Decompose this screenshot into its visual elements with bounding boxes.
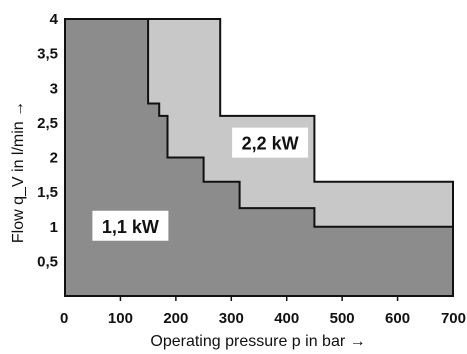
y-tick-label: 3,5 — [37, 46, 58, 63]
y-tick-label: 1 — [50, 219, 58, 236]
region-label-small: 1,1 kW — [102, 217, 159, 237]
x-tick-label: 100 — [108, 310, 133, 327]
region-label-box — [232, 127, 309, 158]
x-tick-label: 500 — [330, 310, 355, 327]
y-tick-label: 1,5 — [37, 184, 58, 201]
y-tick-label: 2 — [50, 150, 58, 167]
x-tick-label: 0 — [60, 310, 68, 327]
x-tick-labels: 0 100 200 300 400 500 600 700 — [60, 296, 466, 327]
y-tick-label: 3 — [50, 80, 58, 97]
x-axis-label: Operating pressure p in bar → — [150, 333, 365, 350]
region-label-box — [92, 210, 169, 241]
region-labels: 2,2 kW 1,1 kW — [92, 127, 309, 241]
y-tick-labels: 0,5 1 1,5 2 2,5 3 3,5 4 — [37, 11, 59, 270]
x-tick-label: 300 — [219, 310, 244, 327]
region-label-large: 2,2 kW — [242, 134, 299, 154]
x-tick-label: 200 — [163, 310, 188, 327]
y-tick-label: 4 — [50, 11, 59, 28]
x-tick-label: 400 — [274, 310, 299, 327]
y-tick-label: 2,5 — [37, 115, 58, 132]
x-tick-label: 700 — [441, 310, 466, 327]
x-tick-label: 600 — [385, 310, 410, 327]
y-tick-label: 0,5 — [37, 253, 58, 270]
y-axis-label: Flow q_V in l/min → — [10, 101, 27, 243]
